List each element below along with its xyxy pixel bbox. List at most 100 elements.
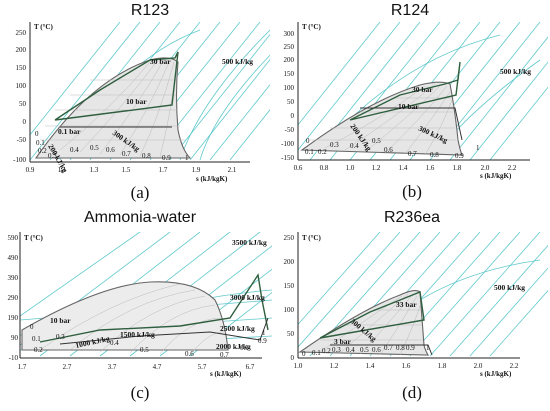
svg-text:590: 590 bbox=[8, 234, 19, 242]
panel-b-label-30bar: 30 bar bbox=[412, 85, 433, 94]
svg-text:0.1: 0.1 bbox=[305, 148, 314, 156]
panel-b-title: R124 bbox=[391, 2, 429, 19]
panel-b-cycle-low bbox=[360, 107, 463, 141]
svg-text:300: 300 bbox=[284, 30, 295, 38]
svg-text:-50: -50 bbox=[285, 126, 295, 134]
panel-b-saturation-dome bbox=[300, 81, 463, 156]
panel-a-cycle-high bbox=[54, 51, 179, 121]
panel-a-x-label: s (kJ/kgK) bbox=[196, 175, 228, 183]
svg-text:0.4: 0.4 bbox=[70, 146, 79, 154]
panel-c-title: Ammonia-water bbox=[84, 209, 197, 226]
svg-text:1.8: 1.8 bbox=[453, 164, 462, 172]
svg-text:2.7: 2.7 bbox=[63, 363, 72, 371]
svg-text:0.7: 0.7 bbox=[408, 150, 417, 158]
svg-text:0.8: 0.8 bbox=[396, 344, 405, 352]
panel-d-y-label: T (°C) bbox=[302, 234, 321, 242]
svg-text:0.2: 0.2 bbox=[38, 147, 47, 155]
svg-text:200: 200 bbox=[284, 258, 295, 266]
svg-text:1.7: 1.7 bbox=[18, 363, 27, 371]
svg-text:0: 0 bbox=[23, 118, 27, 126]
panel-a-y-label: T (°C) bbox=[34, 23, 53, 31]
svg-text:1.2: 1.2 bbox=[372, 164, 381, 172]
panel-d-cycle-low bbox=[330, 344, 433, 356]
panel-a-quality-labels: 0 0.1 0.2 0.3 0.4 0.5 0.6 0.7 0.8 0.9 1 bbox=[35, 130, 189, 162]
svg-text:1.4: 1.4 bbox=[366, 362, 375, 370]
svg-text:90: 90 bbox=[11, 334, 19, 342]
svg-text:2.2: 2.2 bbox=[508, 164, 517, 172]
svg-text:0.9: 0.9 bbox=[162, 154, 171, 162]
panel-c-x-ticks: 1.7 2.7 3.7 4.7 5.7 6.7 bbox=[18, 363, 255, 371]
svg-text:1.8: 1.8 bbox=[438, 362, 447, 370]
panel-b-quality-lines bbox=[310, 83, 456, 156]
svg-text:0.4: 0.4 bbox=[346, 346, 355, 354]
svg-text:150: 150 bbox=[284, 70, 295, 78]
svg-text:0.5: 0.5 bbox=[90, 144, 99, 152]
svg-text:1: 1 bbox=[262, 329, 266, 337]
svg-text:0.9: 0.9 bbox=[258, 337, 267, 345]
panel-c-label-3500kj: 3500 kJ/kg bbox=[232, 238, 267, 247]
panel-d-y-ticks: 250 200 150 100 50 0 bbox=[284, 234, 295, 362]
panel-b-cycle-high bbox=[349, 61, 461, 121]
svg-text:0.8: 0.8 bbox=[320, 164, 329, 172]
panel-c-label-2500kj: 2500 kJ/kg bbox=[220, 324, 255, 333]
svg-text:0.7: 0.7 bbox=[220, 351, 229, 359]
svg-text:0.7: 0.7 bbox=[122, 150, 131, 158]
svg-text:100: 100 bbox=[284, 84, 295, 92]
panel-d-caption: (d) bbox=[402, 383, 422, 402]
svg-text:1.0: 1.0 bbox=[346, 164, 355, 172]
svg-text:2.1: 2.1 bbox=[228, 166, 237, 174]
svg-text:6.7: 6.7 bbox=[246, 363, 255, 371]
panel-c-y-label: T (°C) bbox=[24, 234, 43, 242]
svg-text:0.8: 0.8 bbox=[240, 344, 249, 352]
svg-text:3.7: 3.7 bbox=[108, 363, 117, 371]
svg-text:0.1: 0.1 bbox=[32, 335, 41, 343]
panel-b-x-label: s (kJ/kgK) bbox=[480, 172, 512, 180]
svg-text:0: 0 bbox=[291, 112, 295, 120]
svg-text:190: 190 bbox=[8, 314, 19, 322]
svg-text:0.2: 0.2 bbox=[322, 347, 331, 355]
svg-text:390: 390 bbox=[8, 274, 19, 282]
panel-b: R124 T (°C) s (kJ/kgK) 300 250 200 bbox=[281, 2, 548, 201]
svg-text:0.6: 0.6 bbox=[294, 164, 303, 172]
panel-d-title: R236ea bbox=[384, 209, 440, 226]
svg-text:0.5: 0.5 bbox=[140, 346, 149, 354]
panel-c-y-ticks: 590 490 390 290 190 90 -10 bbox=[8, 234, 19, 362]
svg-text:0.6: 0.6 bbox=[372, 346, 381, 354]
panel-c-saturation-dome bbox=[21, 281, 229, 351]
panel-b-quality-labels: 0 0.1 0.2 0.3 0.4 0.5 0.6 0.7 0.8 0.9 1 bbox=[305, 137, 480, 160]
panel-b-y-ticks: 300 250 200 150 100 50 0 -50 -100 -150 bbox=[281, 30, 294, 162]
panel-c: Ammonia-water T (°C) s (kJ/kgK) 590 490 … bbox=[8, 209, 272, 402]
svg-text:1.6: 1.6 bbox=[402, 362, 411, 370]
svg-text:0: 0 bbox=[302, 350, 306, 358]
svg-text:0.3: 0.3 bbox=[332, 346, 341, 354]
panel-a-label-0-1bar: 0.1 bar bbox=[58, 127, 81, 136]
panel-a-title: R123 bbox=[131, 2, 169, 19]
svg-text:50: 50 bbox=[19, 100, 27, 108]
panel-d-quality-labels: 0 0.1 0.2 0.3 0.4 0.5 0.6 0.7 0.8 0.9 1 bbox=[302, 344, 430, 358]
svg-text:0: 0 bbox=[306, 137, 310, 145]
panel-d-cycle-high bbox=[319, 291, 425, 339]
panel-d: R236ea T (°C) s (kJ/kgK) 250 200 150 bbox=[284, 209, 548, 402]
svg-text:0: 0 bbox=[291, 354, 295, 362]
svg-text:0.1: 0.1 bbox=[312, 349, 321, 357]
panel-a-label-500kj: 500 kJ/kg bbox=[222, 57, 253, 66]
svg-text:1.1: 1.1 bbox=[58, 166, 67, 174]
svg-text:0.5: 0.5 bbox=[360, 346, 369, 354]
svg-text:0.4: 0.4 bbox=[350, 142, 359, 150]
panel-c-label-10bar: 10 bar bbox=[50, 316, 71, 325]
svg-text:1: 1 bbox=[426, 344, 430, 352]
svg-text:-10: -10 bbox=[9, 354, 19, 362]
panel-b-label-10bar: 10 bar bbox=[398, 102, 419, 111]
svg-text:2.0: 2.0 bbox=[481, 164, 490, 172]
svg-text:0.8: 0.8 bbox=[142, 152, 151, 160]
svg-text:1.2: 1.2 bbox=[330, 362, 339, 370]
svg-text:-150: -150 bbox=[281, 154, 294, 162]
svg-text:200: 200 bbox=[16, 46, 27, 54]
svg-text:0: 0 bbox=[35, 130, 39, 138]
svg-text:0.9: 0.9 bbox=[26, 166, 35, 174]
svg-text:0.6: 0.6 bbox=[185, 350, 194, 358]
svg-text:0.9: 0.9 bbox=[406, 344, 415, 352]
svg-text:0.2: 0.2 bbox=[34, 346, 43, 354]
svg-text:0.6: 0.6 bbox=[106, 146, 115, 154]
svg-text:1: 1 bbox=[476, 144, 480, 152]
